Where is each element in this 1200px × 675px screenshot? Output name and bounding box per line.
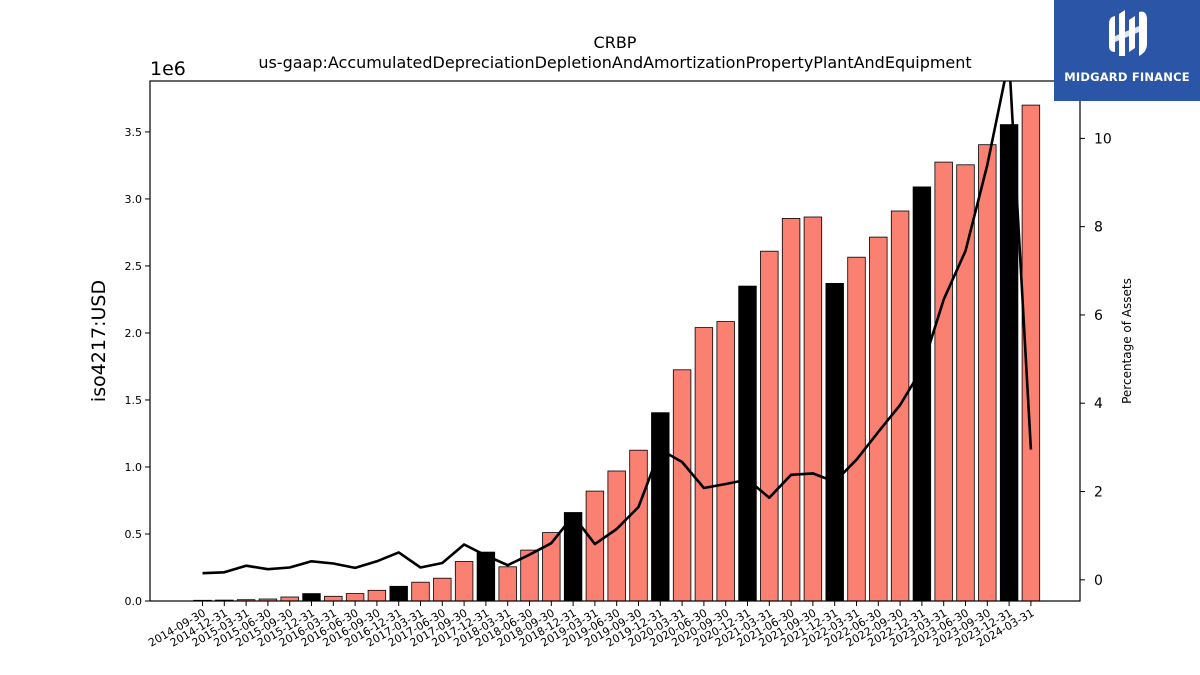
bar [803,216,823,602]
bar [825,282,844,602]
y-tick-label: 0.5 [125,528,143,541]
bar [934,161,953,602]
midgard-logo-icon [1109,10,1147,57]
y2-tick-label: 6 [1094,308,1103,324]
y2-tick-label: 2 [1094,485,1103,501]
y-tick-label: 3.5 [125,126,143,139]
y-tick-label: 1.5 [125,394,143,407]
bar [869,236,888,602]
bar [302,593,321,602]
bar [999,124,1019,602]
bar [585,490,605,602]
bar [324,595,343,602]
y2-tick-label: 4 [1094,396,1103,412]
bar [672,369,692,602]
bar [694,327,714,602]
plot-frame [149,80,1081,602]
bar [847,256,866,602]
bar [389,585,408,602]
bar [629,449,648,602]
brand-logo-text: MIDGARD FINANCE [1064,70,1190,84]
bar [716,321,735,602]
bar [651,412,670,602]
bar [781,217,801,602]
y-offset-label: 1e6 [150,58,186,80]
y2-tick-label: 10 [1094,131,1112,147]
bar [367,589,387,602]
series-line [202,81,1033,575]
brand-logo: MIDGARD FINANCE [1054,0,1200,101]
y-tick-label: 1.0 [125,461,143,474]
y-tick-label: 2.5 [125,260,143,273]
y-tick-label: 0.0 [125,595,143,608]
bar [738,285,757,602]
y2-axis-label: Percentage of Assets [1120,278,1134,404]
bar [411,581,430,602]
y2-tick-label: 8 [1094,220,1103,236]
chart-subtitle: us-gaap:AccumulatedDepreciationDepletion… [258,53,971,72]
chart-title: CRBP [594,33,637,52]
bar [454,561,474,602]
bar [433,577,452,602]
y-tick-label: 3.0 [125,193,143,206]
plot-area: 0.00.51.01.52.02.53.03.502468102014-09-3… [125,81,1112,650]
bar [978,144,997,602]
bar [345,593,365,602]
bar [498,566,517,602]
y-tick-label: 2.0 [125,327,143,340]
bar [912,186,932,602]
bar [760,250,779,602]
y2-tick-label: 0 [1094,573,1103,589]
y-axis-label: iso4217:USD [88,280,110,402]
bar [607,470,626,602]
